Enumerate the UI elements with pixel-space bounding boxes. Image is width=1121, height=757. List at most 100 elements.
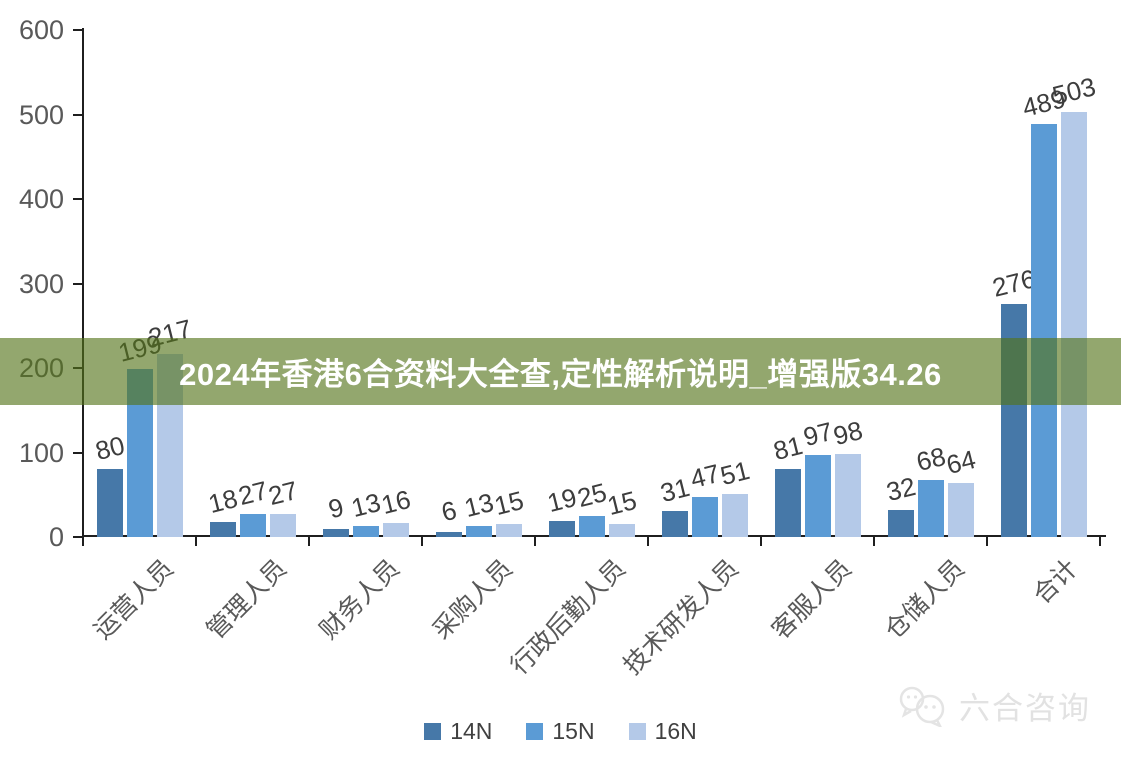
x-tick-mark	[421, 537, 423, 546]
bar-14N	[322, 529, 349, 537]
value-label: 13	[460, 486, 497, 524]
category-label: 客服人员	[767, 554, 858, 645]
bar-15N	[352, 526, 379, 537]
overlay-banner: 2024年香港6合资料大全查,定性解析说明_增强版34.26	[0, 338, 1121, 405]
value-label: 6	[437, 494, 460, 528]
bar-column: 13	[461, 30, 496, 537]
value-label: 98	[829, 415, 866, 452]
bar-14N	[435, 531, 462, 537]
value-label: 47	[686, 458, 723, 495]
bar-group: 18 27 27	[196, 30, 309, 537]
bar-column: 80	[92, 30, 127, 537]
x-tick-mark	[1099, 537, 1101, 546]
bar-column: 6	[435, 30, 462, 537]
bar-column: 25	[574, 30, 609, 537]
y-tick-label: 400	[18, 184, 64, 214]
bar-group: 276 489 503	[987, 30, 1100, 537]
bar-column: 31	[657, 30, 692, 537]
legend-swatch	[526, 722, 544, 740]
category-label: 运营人员	[89, 554, 180, 645]
bar-group: 31 47 51	[648, 30, 761, 537]
value-label: 51	[716, 454, 753, 491]
y-tick-label: 100	[18, 437, 64, 468]
value-label: 13	[347, 486, 384, 524]
bar-16N	[947, 482, 974, 537]
bar-group: 32 68 64	[874, 30, 987, 537]
bar-16N	[721, 493, 748, 537]
x-tick-mark	[534, 537, 536, 546]
legend-label: 14N	[450, 717, 493, 744]
y-tick-mark	[73, 282, 83, 285]
y-tick-mark	[73, 198, 83, 200]
bar-15N	[917, 479, 944, 537]
bar-16N	[382, 523, 409, 537]
bar-column: 64	[943, 30, 978, 537]
bar-14N	[96, 469, 123, 537]
bar-column: 27	[265, 30, 300, 537]
bar-column: 9	[322, 30, 349, 537]
bar-column: 15	[604, 30, 639, 537]
bar-15N	[239, 514, 266, 537]
value-label: 80	[91, 430, 128, 467]
bar-14N	[661, 510, 688, 537]
bar-15N	[1030, 123, 1057, 537]
value-label: 25	[573, 476, 610, 513]
bar-column: 98	[830, 30, 865, 537]
category-label: 行政后勤人员	[505, 554, 632, 681]
bar-column: 199	[115, 30, 164, 537]
wechat-bubbles-icon	[899, 686, 945, 727]
bar-group: 81 97 98	[761, 30, 874, 537]
bar-15N	[691, 497, 718, 537]
value-label: 9	[324, 492, 347, 525]
bar-14N	[774, 468, 801, 537]
x-tick-mark	[760, 537, 762, 546]
legend-item-15N: 15N	[526, 717, 595, 745]
value-label: 97	[799, 415, 836, 453]
bar-group: 19 25 15	[535, 30, 648, 537]
bar-group: 9 13 16	[309, 30, 422, 537]
plot-area: 8019921718272791316613151925153147518197…	[83, 30, 1100, 537]
bar-16N	[269, 514, 296, 537]
bar-group: 80199217	[83, 30, 196, 537]
y-tick-label: 600	[18, 15, 64, 45]
bar-column: 27	[235, 30, 270, 537]
bar-column: 32	[883, 30, 918, 537]
bar-15N	[465, 526, 492, 537]
legend-swatch	[424, 722, 442, 740]
bar-column: 16	[378, 30, 413, 537]
value-label: 15	[490, 485, 527, 522]
x-tick-mark	[986, 537, 988, 546]
y-tick-label: 500	[18, 99, 64, 130]
value-label: 64	[942, 443, 979, 480]
bar-group: 6 13 15	[422, 30, 535, 537]
value-label: 19	[543, 481, 580, 519]
bar-column: 217	[145, 30, 194, 537]
bar-column: 68	[913, 30, 948, 537]
legend-label: 15N	[552, 717, 595, 744]
x-tick-mark	[873, 537, 875, 546]
bar-column: 47	[687, 30, 722, 537]
bar-14N	[548, 520, 575, 537]
bar-16N	[495, 524, 522, 537]
x-tick-mark	[82, 537, 84, 546]
y-tick-label: 0	[48, 522, 64, 552]
value-label: 503	[1048, 71, 1099, 111]
value-label: 16	[377, 484, 414, 521]
y-tick-mark	[73, 29, 83, 31]
bar-column: 489	[1019, 30, 1068, 537]
category-label: 技术研发人员	[618, 554, 745, 681]
bar-column: 81	[770, 30, 805, 537]
watermark-text: 六合咨询	[959, 691, 1091, 726]
category-label: 财务人员	[315, 554, 406, 645]
bar-16N	[834, 454, 861, 537]
legend-item-14N: 14N	[424, 718, 492, 745]
legend-swatch	[628, 722, 646, 740]
x-tick-mark	[647, 537, 649, 546]
value-label: 81	[769, 429, 806, 466]
value-label: 32	[882, 470, 919, 508]
y-tick-mark	[73, 536, 83, 538]
y-tick-mark	[73, 451, 83, 454]
banner-text: 2024年香港6合资料大全查,定性解析说明_增强版34.26	[179, 357, 942, 392]
value-label: 68	[912, 440, 949, 477]
